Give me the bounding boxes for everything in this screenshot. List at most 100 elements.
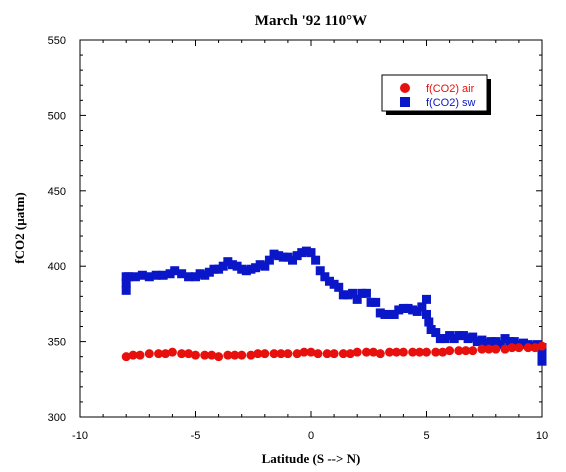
- data-point-sw: [151, 270, 161, 280]
- data-point-sw: [264, 255, 274, 265]
- data-point-sw: [394, 305, 404, 315]
- data-point-sw: [292, 251, 302, 261]
- data-point-air: [167, 347, 177, 357]
- data-point-sw: [184, 272, 194, 282]
- data-point-air: [329, 349, 339, 359]
- data-point-air: [361, 347, 371, 357]
- data-point-sw: [343, 290, 353, 300]
- data-point-air: [177, 349, 187, 359]
- data-point-sw: [260, 261, 270, 271]
- data-point-sw: [472, 337, 482, 347]
- legend: f(CO2) air f(CO2) sw: [381, 74, 491, 115]
- data-point-sw: [468, 332, 478, 342]
- data-point-sw: [278, 252, 288, 262]
- data-point-air: [322, 349, 332, 359]
- x-tick-label: 5: [423, 430, 429, 442]
- series-air: [121, 341, 547, 362]
- data-point-sw: [329, 279, 339, 289]
- data-point-air: [246, 350, 256, 360]
- data-point-sw: [422, 294, 431, 304]
- data-point-sw: [320, 272, 330, 282]
- data-point-air: [375, 349, 385, 359]
- data-point-air: [491, 344, 501, 354]
- data-point-sw: [417, 302, 427, 312]
- data-point-sw: [371, 297, 381, 307]
- data-point-air: [154, 349, 164, 359]
- data-point-air: [445, 346, 455, 356]
- data-point-sw: [137, 270, 147, 280]
- data-point-air: [438, 347, 448, 357]
- data-point-sw: [495, 340, 505, 350]
- data-point-air: [523, 343, 533, 353]
- data-point-air: [385, 347, 395, 357]
- series-sw: [121, 246, 547, 366]
- data-point-air: [135, 350, 145, 360]
- data-point-sw: [311, 255, 321, 265]
- data-point-sw: [165, 269, 175, 279]
- data-point-sw: [366, 297, 376, 307]
- data-point-sw: [445, 331, 455, 341]
- data-point-air: [191, 350, 200, 360]
- data-point-air: [128, 350, 138, 360]
- x-tick-label: -10: [72, 430, 88, 442]
- data-point-air: [160, 349, 170, 359]
- data-point-sw: [324, 276, 334, 286]
- legend-marker-sw: [400, 97, 410, 107]
- data-point-sw: [361, 288, 371, 298]
- data-point-sw: [269, 249, 279, 259]
- data-point-sw: [237, 264, 247, 274]
- data-point-sw: [227, 260, 237, 270]
- data-point-sw: [352, 294, 362, 304]
- data-point-sw: [144, 272, 154, 282]
- data-point-air: [230, 350, 240, 360]
- data-point-sw: [519, 338, 529, 348]
- data-point-sw: [223, 257, 233, 267]
- y-tick-label: 350: [48, 337, 66, 349]
- data-point-sw: [274, 251, 284, 261]
- data-point-sw: [509, 337, 519, 347]
- data-point-air: [461, 346, 471, 356]
- legend-label-air: f(CO2) air: [426, 83, 475, 95]
- data-point-air: [306, 347, 316, 357]
- data-point-sw: [200, 270, 210, 280]
- y-tick-label: 300: [48, 412, 66, 424]
- data-point-air: [391, 347, 401, 357]
- data-point-sw: [385, 309, 395, 319]
- data-point-air: [477, 344, 487, 354]
- data-point-sw: [458, 331, 468, 341]
- data-point-sw: [357, 288, 367, 298]
- data-point-air: [345, 349, 355, 359]
- data-point-air: [121, 352, 131, 362]
- data-point-sw: [338, 290, 348, 300]
- data-point-sw: [218, 261, 228, 271]
- data-point-sw: [500, 334, 510, 344]
- data-point-air: [422, 347, 431, 357]
- data-point-sw: [463, 334, 473, 344]
- data-point-sw: [130, 272, 140, 282]
- data-point-air: [338, 349, 348, 359]
- data-point-air: [269, 349, 279, 359]
- data-point-air: [260, 349, 270, 359]
- data-point-sw: [380, 309, 390, 319]
- data-point-sw: [491, 337, 501, 347]
- data-point-sw: [389, 309, 399, 319]
- data-point-air: [207, 350, 217, 360]
- data-point-sw: [424, 317, 434, 327]
- data-point-sw: [412, 306, 422, 316]
- data-point-air: [299, 347, 309, 357]
- data-point-sw: [537, 350, 547, 360]
- data-point-sw: [121, 285, 131, 295]
- data-point-air: [223, 350, 233, 360]
- data-point-sw: [209, 264, 219, 274]
- data-point-sw: [251, 263, 261, 273]
- data-point-sw: [408, 305, 418, 315]
- x-axis-label: Latitude (S --> N): [262, 451, 361, 466]
- series-layer: [121, 246, 547, 366]
- data-point-air: [283, 349, 293, 359]
- data-point-air: [530, 343, 540, 353]
- data-point-sw: [246, 264, 256, 274]
- x-tick-label: 10: [536, 430, 548, 442]
- data-point-sw: [482, 338, 492, 348]
- y-tick-label: 400: [48, 261, 66, 273]
- data-point-air: [253, 349, 263, 359]
